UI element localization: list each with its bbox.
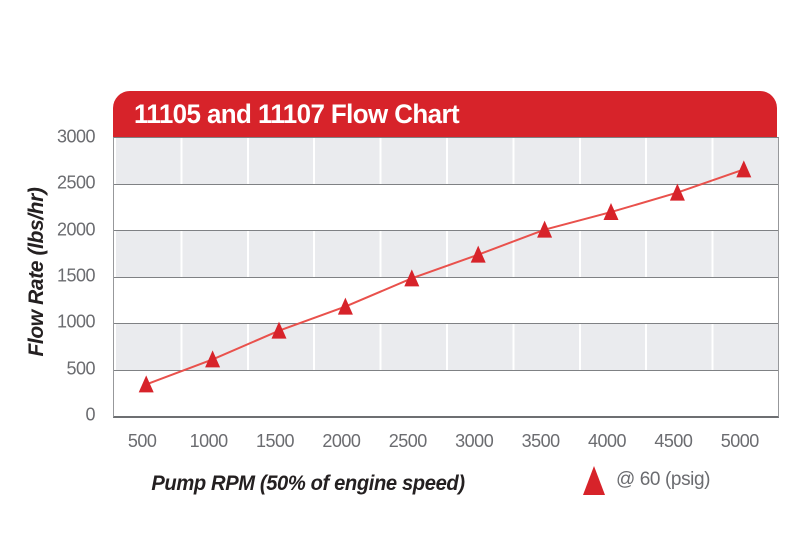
y-axis-title: Flow Rate (lbs/hr) [25, 187, 48, 357]
x-tick-label: 4000 [587, 431, 627, 451]
y-tick-label: 2000 [56, 219, 96, 240]
x-tick-label: 5000 [720, 431, 760, 451]
x-tick-label: 2000 [322, 431, 361, 451]
plot-band [114, 231, 778, 278]
y-tick-label: 0 [85, 404, 95, 425]
plot-band [114, 277, 778, 324]
x-tick-label: 3000 [455, 431, 494, 451]
legend-label: @ 60 (psig) [616, 469, 711, 490]
plot-area [113, 137, 779, 418]
chart-title-banner: 11105 and 11107 Flow Chart [113, 91, 777, 137]
y-tick-label: 3000 [56, 126, 96, 147]
chart-title: 11105 and 11107 Flow Chart [134, 98, 460, 129]
y-axis-tick-labels: 3000 2500 2000 1500 1000 500 0 [20, 127, 96, 425]
x-tick-label: 500 [127, 431, 157, 451]
x-tick-label: 2500 [388, 431, 428, 451]
x-tick-label: 3500 [521, 431, 561, 451]
x-tick-label: 1000 [189, 431, 229, 451]
legend: @ 60 (psig) [583, 465, 710, 495]
y-tick-label: 1500 [56, 265, 96, 286]
plot-band [114, 184, 778, 231]
x-axis-title: Pump RPM (50% of engine speed) [151, 472, 465, 495]
y-tick-label: 500 [66, 358, 95, 379]
y-tick-label: 2500 [56, 172, 96, 193]
x-tick-label: 1500 [255, 431, 295, 451]
plot-band [114, 138, 778, 185]
triangle-up-marker-icon [583, 465, 605, 495]
x-axis-tick-labels: 500 1000 1500 2000 2500 3000 3500 4000 4500 5000 [113, 431, 777, 453]
plot-band [114, 370, 778, 416]
x-tick-label: 4500 [654, 431, 693, 451]
y-tick-label: 1000 [56, 311, 96, 332]
plot-band [114, 324, 778, 371]
